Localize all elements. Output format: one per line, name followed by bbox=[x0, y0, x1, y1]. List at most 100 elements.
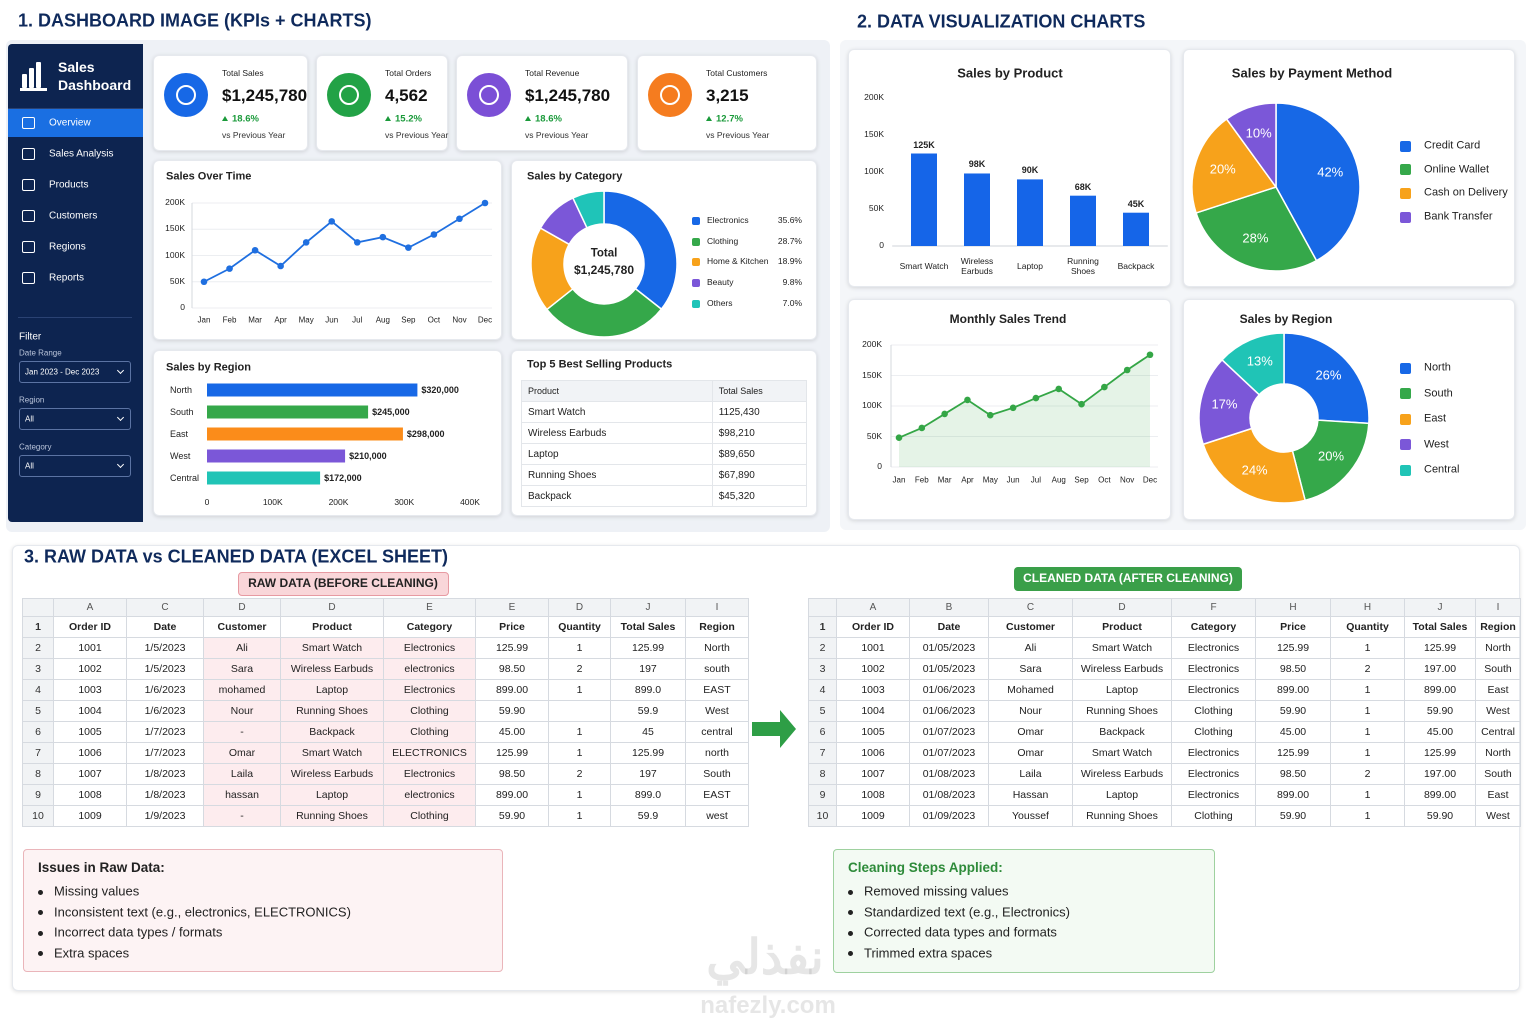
chart-title: Sales Over Time bbox=[166, 170, 252, 183]
data-row: 4 1003 01/06/2023 Mohamed Laptop Electronics 8… bbox=[808, 679, 1521, 701]
select-box[interactable] bbox=[19, 408, 131, 430]
cell: 125.99 bbox=[1404, 742, 1476, 764]
chart-title: Sales by Region bbox=[1239, 312, 1333, 327]
note-item: Corrected data types and formats bbox=[864, 924, 1057, 940]
kpi-value: 4,562 bbox=[385, 86, 428, 106]
slice-label: 42% bbox=[1317, 164, 1344, 180]
cell: South bbox=[1475, 763, 1521, 785]
row-number: 8 bbox=[808, 763, 837, 785]
cell: 125.99 bbox=[1255, 637, 1331, 659]
y-tick-label: 0 bbox=[877, 461, 882, 472]
legend-swatch bbox=[1400, 464, 1411, 476]
cell: Electronics bbox=[1171, 742, 1256, 764]
excel-table: A C D D E E D J I 1 Order ID Date Customer Product Cat… bbox=[22, 598, 749, 827]
cell: Nour bbox=[203, 700, 281, 722]
slice bbox=[603, 190, 678, 311]
chart-title: Sales by Region bbox=[166, 361, 251, 374]
cell: Electronics bbox=[1171, 763, 1256, 785]
select-value[interactable]: All bbox=[25, 414, 34, 424]
cell: $45,320 bbox=[711, 485, 808, 507]
point bbox=[379, 233, 387, 241]
nav-label[interactable]: Regions bbox=[49, 241, 86, 253]
point bbox=[302, 239, 310, 246]
nav-label[interactable]: Customers bbox=[49, 210, 98, 222]
cell: Laptop bbox=[1072, 679, 1172, 701]
cell: Running Shoes bbox=[280, 805, 384, 827]
nav-label[interactable]: Sales Analysis bbox=[49, 148, 114, 160]
cell: 1 bbox=[1330, 721, 1405, 743]
cell: 2 bbox=[548, 763, 611, 785]
x-tick-label: Wireless Earbuds bbox=[960, 256, 994, 276]
area bbox=[899, 354, 1150, 467]
legend-label: Bank Transfer bbox=[1424, 210, 1493, 223]
y-tick-label: 200K bbox=[165, 197, 185, 208]
nav-label[interactable]: Products bbox=[49, 179, 89, 191]
nav-label[interactable]: Overview bbox=[49, 117, 91, 129]
row-number: 2 bbox=[808, 637, 837, 659]
select-box[interactable] bbox=[19, 361, 131, 383]
select-box[interactable] bbox=[19, 455, 131, 477]
cell: 197 bbox=[610, 763, 686, 785]
nav-item[interactable] bbox=[8, 109, 143, 137]
point bbox=[277, 262, 284, 270]
cell: Ali bbox=[203, 637, 281, 659]
cell: south bbox=[685, 658, 749, 680]
legend-swatch bbox=[692, 217, 700, 225]
cell: West bbox=[1475, 700, 1521, 722]
bullet bbox=[38, 951, 43, 956]
data-row: 7 1006 01/07/2023 Omar Smart Watch Electronic… bbox=[808, 742, 1521, 764]
x-tick-label: May bbox=[298, 315, 314, 325]
cell: South bbox=[1475, 658, 1521, 680]
kpi-change: 18.6% bbox=[232, 113, 259, 125]
cell: 1004 bbox=[53, 700, 127, 722]
cell: west bbox=[685, 805, 749, 827]
x-tick-label: Jan bbox=[197, 315, 211, 325]
badge bbox=[1014, 567, 1242, 591]
cell: 125.99 bbox=[610, 637, 686, 659]
nav-label[interactable]: Reports bbox=[49, 272, 85, 284]
kpi-change: 18.6% bbox=[535, 113, 562, 125]
cell: Smart Watch bbox=[1072, 742, 1172, 764]
data-row: 6 1005 01/07/2023 Omar Backpack Clothing 45.00… bbox=[808, 721, 1521, 743]
row-number: 6 bbox=[22, 721, 54, 743]
cell: 01/09/2023 bbox=[909, 805, 989, 827]
cell: 1008 bbox=[836, 784, 910, 806]
y-tick-label: South bbox=[170, 406, 194, 417]
cell: 1002 bbox=[53, 658, 127, 680]
bullet bbox=[848, 910, 853, 915]
legend-swatch bbox=[1400, 388, 1411, 399]
cell: 1003 bbox=[836, 679, 910, 701]
cell: 197 bbox=[610, 658, 686, 680]
cell: central bbox=[685, 721, 749, 743]
line bbox=[203, 202, 486, 283]
cell: north bbox=[685, 742, 749, 764]
note-item: Missing values bbox=[54, 883, 140, 899]
select-value[interactable]: All bbox=[25, 461, 34, 471]
cell: Omar bbox=[988, 742, 1073, 764]
nav-icon bbox=[22, 117, 35, 129]
note-item: Trimmed extra spaces bbox=[864, 945, 993, 961]
cell: 197.00 bbox=[1404, 658, 1476, 680]
slice bbox=[545, 287, 663, 338]
cell: 1 bbox=[548, 805, 611, 827]
cell: North bbox=[685, 637, 749, 659]
y-tick-label: 0 bbox=[879, 240, 884, 251]
bar bbox=[911, 153, 937, 246]
data-row: 5 1004 1/6/2023 Nour Running Shoes Clothing 59… bbox=[22, 700, 749, 722]
x-tick-label: Sep bbox=[401, 315, 416, 325]
center-title: Total bbox=[590, 247, 618, 260]
select-value[interactable]: Jan 2023 - Dec 2023 bbox=[25, 367, 100, 377]
slice bbox=[1195, 186, 1318, 272]
note-item: Incorrect data types / formats bbox=[54, 924, 223, 940]
cell: Clothing bbox=[383, 700, 476, 722]
cell: 59.9 bbox=[610, 700, 686, 722]
value-label: 125K bbox=[913, 139, 935, 150]
header-cell: Category bbox=[383, 616, 476, 638]
point bbox=[251, 246, 259, 254]
section-title: 2. DATA VISUALIZATION CHARTS bbox=[857, 11, 1146, 32]
row: Wireless Earbuds $98,210 bbox=[521, 422, 808, 444]
up-arrow bbox=[525, 116, 531, 121]
watermark: nafezly.com bbox=[700, 992, 836, 1020]
column-letter: F bbox=[1171, 598, 1256, 617]
